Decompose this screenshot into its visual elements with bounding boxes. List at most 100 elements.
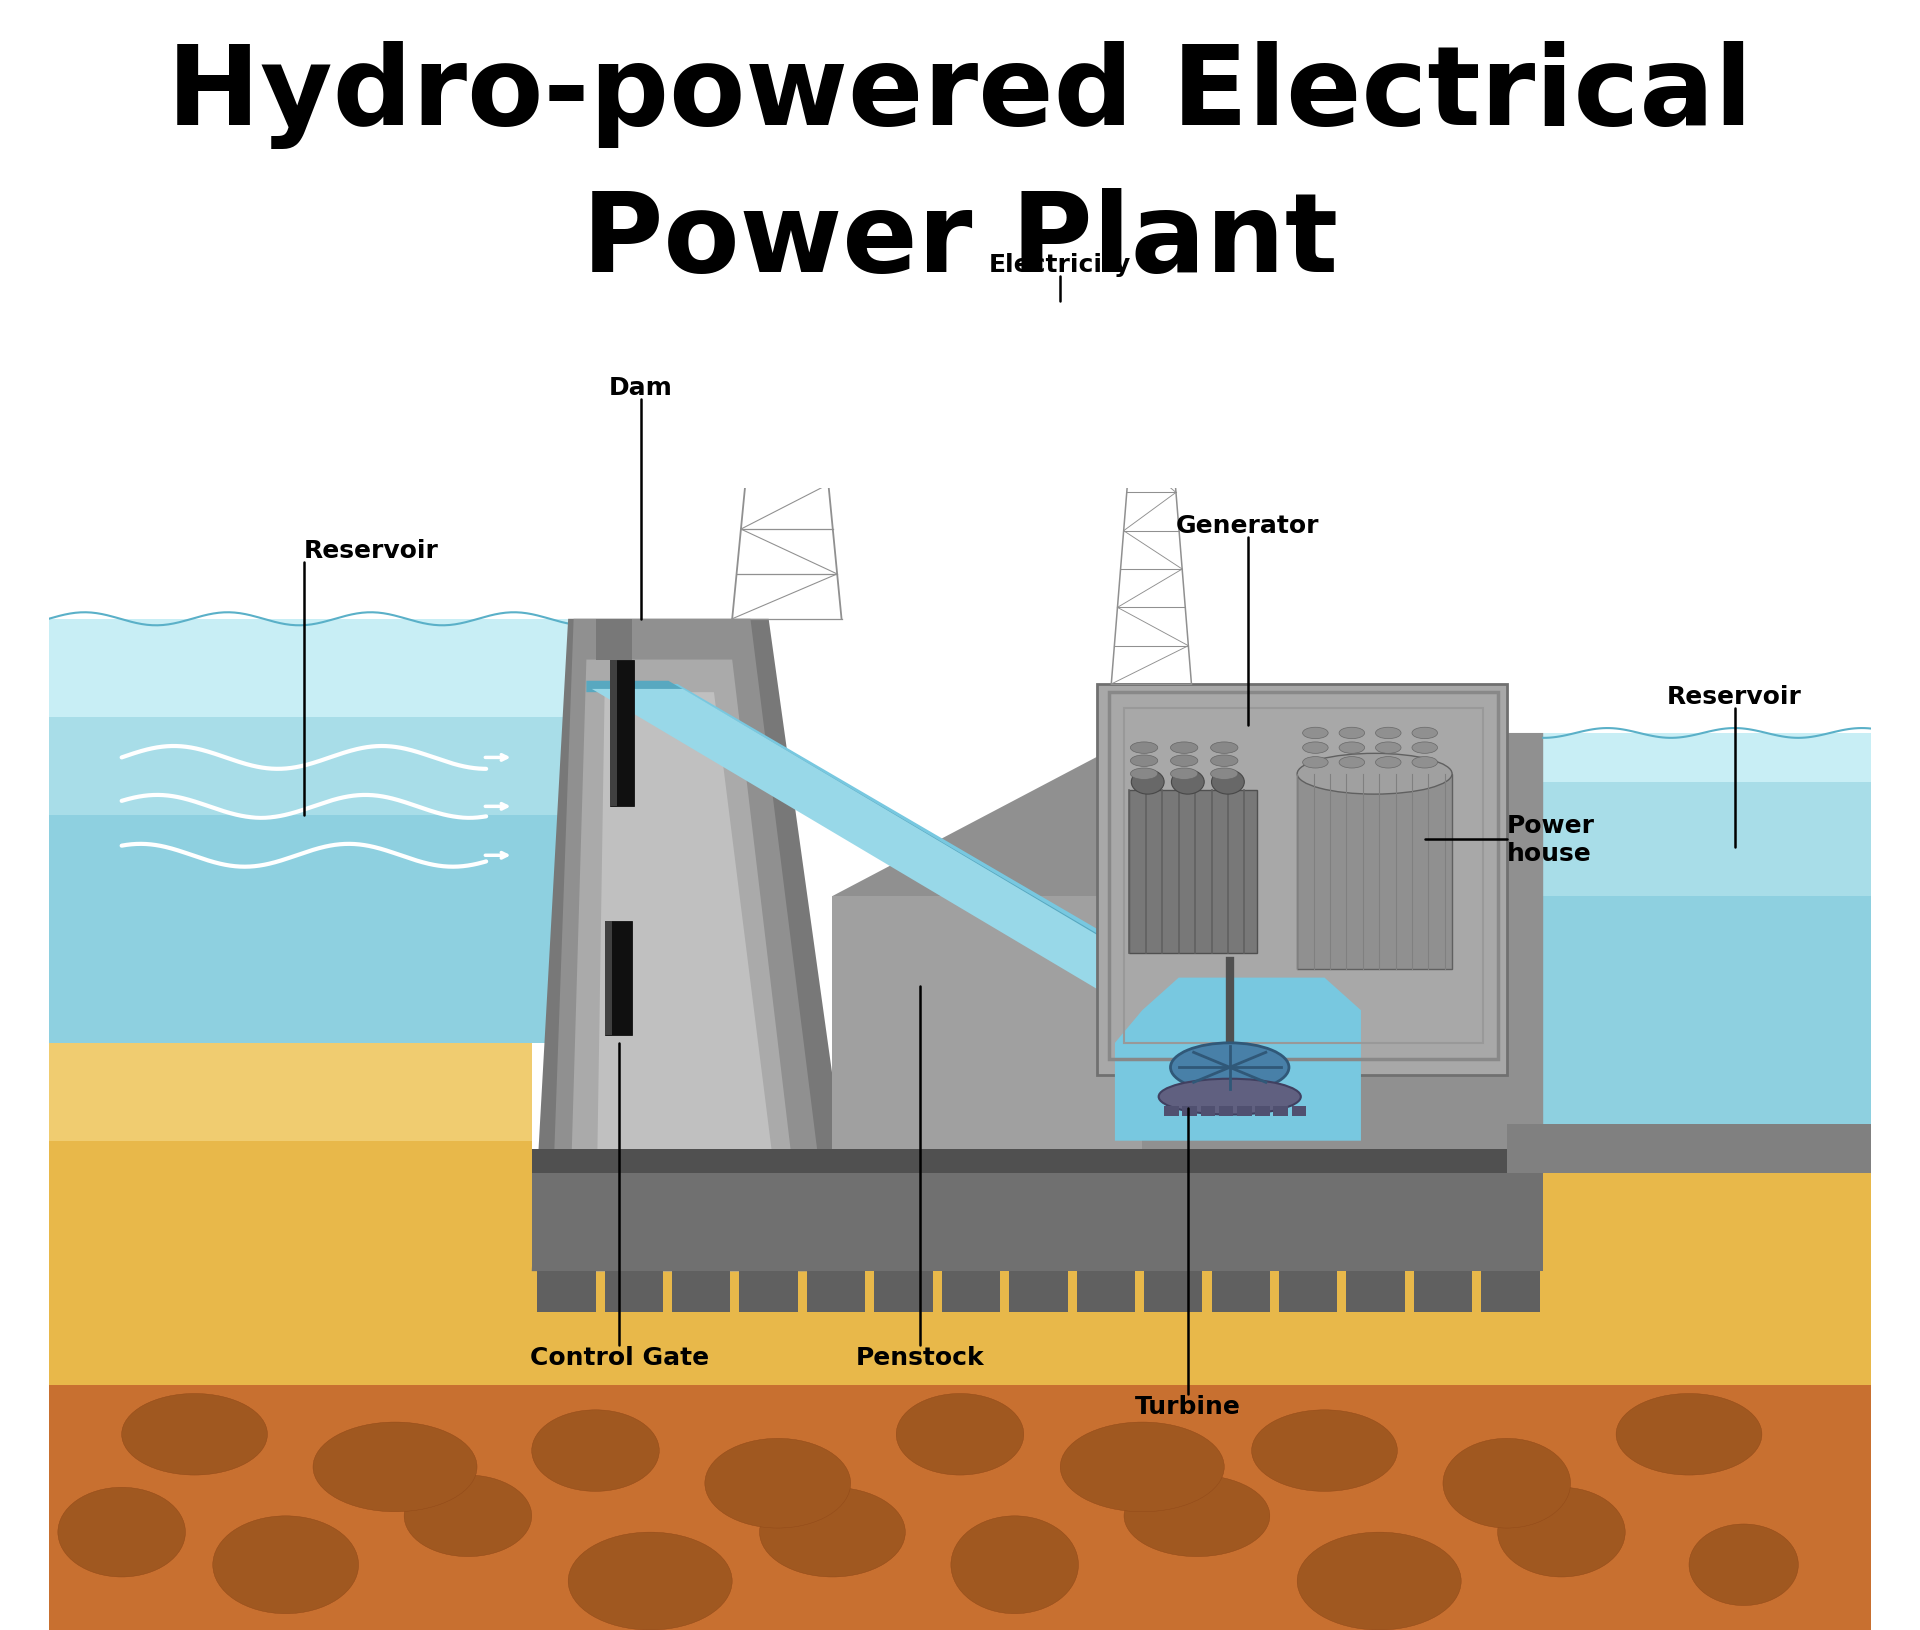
Text: Hydro-powered Electrical: Hydro-powered Electrical: [167, 41, 1753, 148]
Polygon shape: [1544, 1043, 1872, 1174]
Ellipse shape: [1302, 727, 1329, 738]
Polygon shape: [1507, 1125, 1872, 1174]
Polygon shape: [1279, 1271, 1336, 1312]
Ellipse shape: [532, 1410, 659, 1491]
Polygon shape: [833, 734, 1544, 1174]
Polygon shape: [605, 1271, 662, 1312]
Polygon shape: [532, 1174, 1544, 1271]
Text: Reservoir: Reservoir: [303, 538, 440, 562]
Ellipse shape: [1123, 1475, 1269, 1557]
Polygon shape: [739, 1271, 799, 1312]
Polygon shape: [1183, 1107, 1196, 1117]
Text: Reservoir: Reservoir: [1667, 685, 1803, 709]
Ellipse shape: [1411, 727, 1438, 738]
Text: Control Gate: Control Gate: [530, 1345, 708, 1369]
Ellipse shape: [1375, 727, 1402, 738]
Polygon shape: [1413, 1271, 1473, 1312]
Text: Penstock: Penstock: [856, 1345, 985, 1369]
Polygon shape: [1346, 1271, 1405, 1312]
Ellipse shape: [705, 1439, 851, 1529]
Polygon shape: [1212, 1271, 1269, 1312]
Ellipse shape: [1171, 769, 1204, 794]
Ellipse shape: [1171, 743, 1198, 753]
Ellipse shape: [1375, 743, 1402, 753]
Polygon shape: [48, 1337, 1872, 1630]
Polygon shape: [1144, 1271, 1202, 1312]
Ellipse shape: [58, 1487, 186, 1578]
Text: Generator: Generator: [1177, 513, 1319, 538]
Polygon shape: [586, 681, 1298, 1056]
Ellipse shape: [313, 1421, 476, 1513]
Polygon shape: [1273, 1107, 1288, 1117]
Polygon shape: [595, 619, 632, 660]
Polygon shape: [611, 660, 618, 807]
Ellipse shape: [1690, 1524, 1799, 1606]
Text: Turbine: Turbine: [1135, 1394, 1240, 1418]
Polygon shape: [1544, 734, 1872, 782]
Ellipse shape: [1131, 769, 1158, 781]
Ellipse shape: [1338, 743, 1365, 753]
Polygon shape: [1544, 1043, 1872, 1386]
Ellipse shape: [1212, 756, 1238, 766]
Text: Power
house: Power house: [1507, 813, 1596, 866]
Polygon shape: [48, 619, 578, 1043]
Ellipse shape: [1298, 753, 1452, 795]
Polygon shape: [605, 921, 612, 1035]
Polygon shape: [874, 1271, 933, 1312]
Ellipse shape: [1411, 743, 1438, 753]
Ellipse shape: [1617, 1394, 1763, 1475]
Polygon shape: [1200, 1107, 1215, 1117]
Polygon shape: [1096, 685, 1507, 1076]
Polygon shape: [943, 1271, 1000, 1312]
Ellipse shape: [1212, 769, 1238, 781]
Polygon shape: [568, 660, 804, 1271]
Polygon shape: [538, 1271, 595, 1312]
Ellipse shape: [121, 1394, 267, 1475]
Ellipse shape: [1375, 756, 1402, 768]
Polygon shape: [532, 619, 860, 1271]
Polygon shape: [48, 1043, 532, 1386]
Ellipse shape: [213, 1516, 359, 1614]
Polygon shape: [532, 1174, 1544, 1386]
Ellipse shape: [1444, 1439, 1571, 1529]
Polygon shape: [1298, 774, 1452, 970]
Polygon shape: [1164, 1107, 1179, 1117]
Ellipse shape: [1411, 756, 1438, 768]
Polygon shape: [48, 619, 578, 815]
Ellipse shape: [760, 1487, 906, 1578]
Polygon shape: [549, 619, 833, 1271]
Ellipse shape: [1158, 1079, 1302, 1115]
Ellipse shape: [1252, 1410, 1398, 1491]
Polygon shape: [48, 0, 1872, 489]
Ellipse shape: [568, 1532, 732, 1630]
Ellipse shape: [1171, 756, 1198, 766]
Ellipse shape: [403, 1475, 532, 1557]
Ellipse shape: [1338, 727, 1365, 738]
Polygon shape: [595, 693, 787, 1271]
Polygon shape: [605, 921, 632, 1035]
Polygon shape: [1077, 1271, 1135, 1312]
Ellipse shape: [1212, 743, 1238, 753]
Polygon shape: [1544, 734, 1872, 896]
Text: Electricity: Electricity: [989, 253, 1131, 277]
Polygon shape: [806, 1271, 866, 1312]
Ellipse shape: [1171, 769, 1198, 781]
Polygon shape: [1292, 1107, 1306, 1117]
Text: Dam: Dam: [609, 375, 674, 399]
Polygon shape: [48, 619, 578, 717]
Polygon shape: [1480, 1271, 1540, 1312]
Polygon shape: [1236, 1107, 1252, 1117]
Ellipse shape: [1131, 756, 1158, 766]
Polygon shape: [591, 689, 1306, 1060]
Ellipse shape: [897, 1394, 1023, 1475]
Polygon shape: [611, 660, 634, 807]
Ellipse shape: [1131, 769, 1164, 794]
Ellipse shape: [1302, 743, 1329, 753]
Polygon shape: [672, 1271, 730, 1312]
Polygon shape: [532, 1174, 1544, 1271]
Ellipse shape: [950, 1516, 1079, 1614]
Polygon shape: [1129, 791, 1258, 954]
Text: Power Plant: Power Plant: [582, 187, 1338, 295]
Ellipse shape: [1131, 743, 1158, 753]
Ellipse shape: [1338, 756, 1365, 768]
